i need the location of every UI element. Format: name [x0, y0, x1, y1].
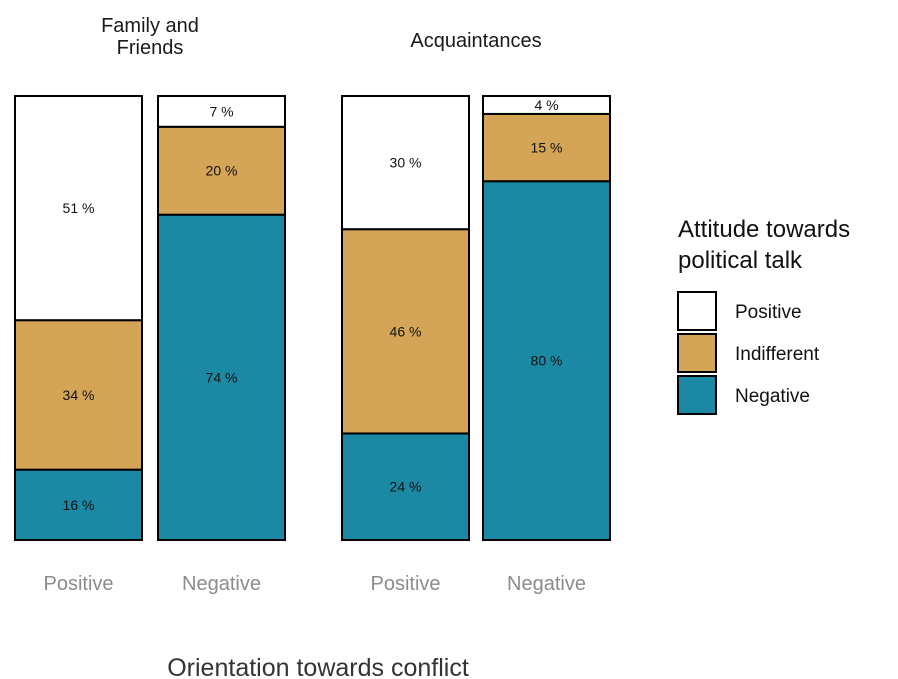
x-axis-title: Orientation towards conflict — [167, 654, 469, 679]
panel-acquaintances: Acquaintances 24 % 46 % 30 % Positive 80 % 15 … — [341, 30, 611, 595]
x-tick-label: Negative — [507, 573, 586, 595]
x-tick-label: Positive — [370, 573, 440, 595]
panel-title-line: Family and — [101, 15, 199, 37]
data-label: 34 % — [63, 387, 95, 403]
data-label: 15 % — [531, 140, 563, 156]
legend-swatch-positive — [677, 291, 717, 331]
segment-positive — [157, 95, 286, 128]
x-tick-label: Positive — [43, 573, 113, 595]
x-tick-label: Negative — [182, 573, 261, 595]
data-label: 4 % — [534, 97, 558, 113]
segment-positive — [341, 95, 470, 231]
bar-negative: 80 % 15 % 4 % — [482, 95, 611, 541]
data-label: 20 % — [206, 163, 238, 179]
segment-indifferent — [482, 112, 611, 183]
segment-positive — [482, 95, 611, 115]
data-label: 51 % — [63, 200, 95, 216]
legend-swatch-indifferent — [677, 333, 717, 373]
bar-positive: 24 % 46 % 30 % — [341, 95, 470, 541]
data-label: 7 % — [209, 103, 233, 119]
data-label: 30 % — [390, 155, 422, 171]
data-label: 24 % — [390, 479, 422, 495]
legend-swatch-negative — [677, 375, 717, 415]
legend-title-line: Attitude towards — [678, 216, 850, 243]
legend: Attitude towards political talk Positive In… — [677, 216, 850, 415]
bar-positive: 16 % 34 % 51 % — [14, 95, 143, 541]
data-label: 74 % — [206, 369, 238, 385]
panel-title-line: Acquaintances — [410, 30, 541, 52]
legend-label-indifferent: Indifferent — [735, 344, 820, 365]
data-label: 80 % — [531, 353, 563, 369]
panel-title-line: Friends — [117, 37, 184, 59]
segment-indifferent — [157, 125, 286, 216]
segment-indifferent — [14, 319, 143, 471]
data-label: 16 % — [63, 497, 95, 513]
segment-negative — [341, 432, 470, 541]
segment-negative — [157, 213, 286, 542]
bar-negative: 74 % 20 % 7 % — [157, 95, 286, 542]
legend-title-line: political talk — [678, 247, 803, 274]
legend-label-negative: Negative — [735, 386, 810, 407]
segment-indifferent — [341, 228, 470, 435]
segment-negative — [482, 180, 611, 541]
legend-label-positive: Positive — [735, 302, 802, 323]
data-label: 46 % — [390, 323, 422, 339]
segment-negative — [14, 468, 143, 541]
segment-positive — [14, 95, 143, 322]
